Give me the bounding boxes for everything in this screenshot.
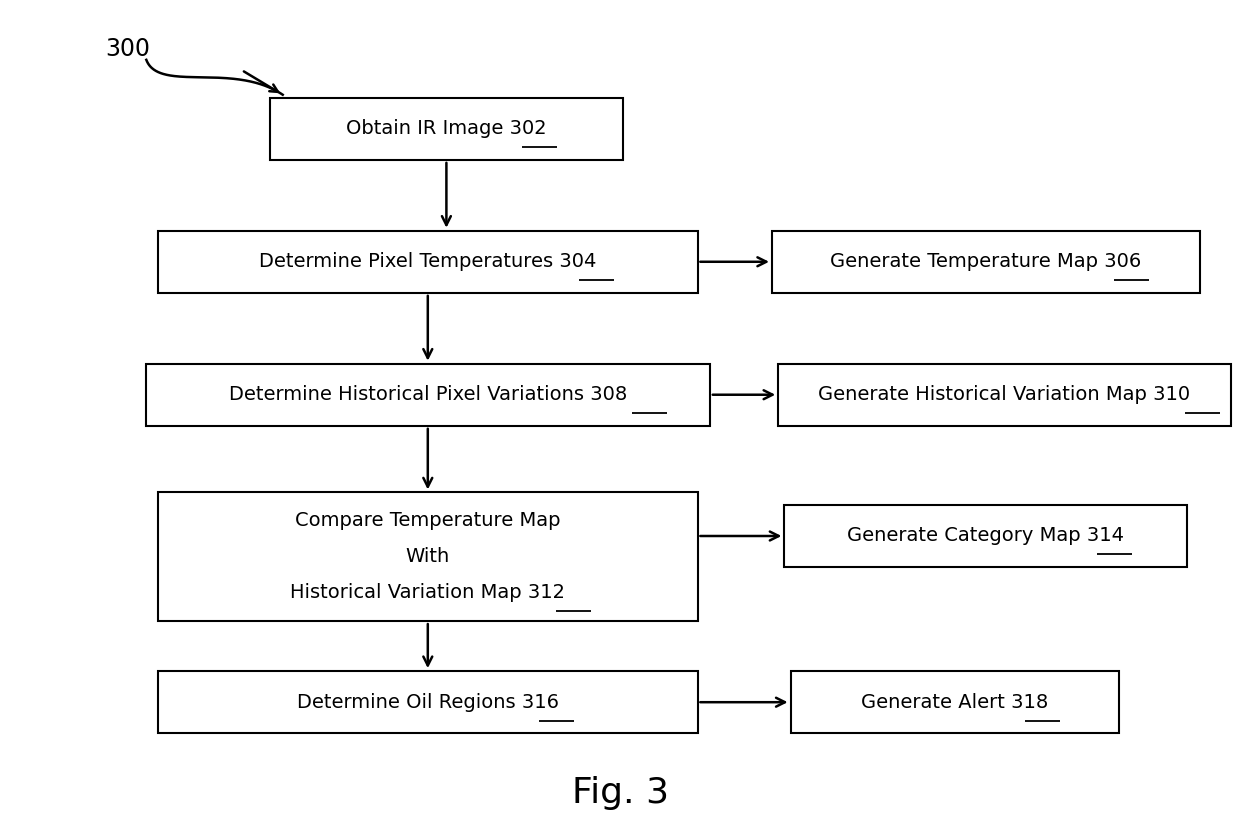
Text: 300: 300: [105, 37, 150, 61]
Text: Generate Temperature Map 306: Generate Temperature Map 306: [830, 253, 1142, 271]
FancyBboxPatch shape: [779, 364, 1230, 425]
FancyBboxPatch shape: [157, 230, 697, 293]
FancyBboxPatch shape: [791, 671, 1118, 733]
Text: Determine Oil Regions 316: Determine Oil Regions 316: [296, 693, 559, 711]
Text: Generate Historical Variation Map 310: Generate Historical Variation Map 310: [818, 386, 1190, 404]
Text: Historical Variation Map 312: Historical Variation Map 312: [290, 583, 565, 602]
Text: Obtain IR Image 302: Obtain IR Image 302: [346, 120, 547, 138]
FancyBboxPatch shape: [145, 364, 709, 425]
FancyBboxPatch shape: [157, 492, 697, 622]
Text: Generate Category Map 314: Generate Category Map 314: [847, 527, 1125, 545]
Text: Compare Temperature Map: Compare Temperature Map: [295, 512, 560, 530]
Text: Fig. 3: Fig. 3: [572, 776, 668, 810]
FancyBboxPatch shape: [771, 230, 1200, 293]
Text: With: With: [405, 548, 450, 566]
Text: Determine Historical Pixel Variations 308: Determine Historical Pixel Variations 30…: [228, 386, 627, 404]
FancyBboxPatch shape: [270, 98, 622, 160]
Text: Determine Pixel Temperatures 304: Determine Pixel Temperatures 304: [259, 253, 596, 271]
Text: Generate Alert 318: Generate Alert 318: [861, 693, 1049, 711]
FancyBboxPatch shape: [157, 671, 697, 733]
FancyBboxPatch shape: [785, 504, 1188, 567]
